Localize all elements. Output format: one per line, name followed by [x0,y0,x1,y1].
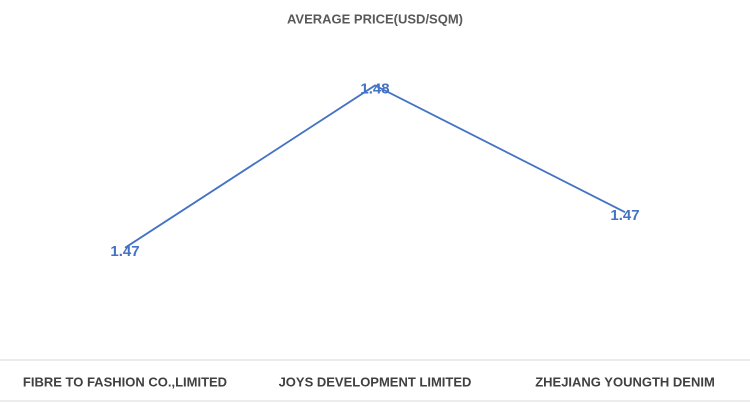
x-tick-label: JOYS DEVELOPMENT LIMITED [279,374,472,389]
data-label: 1.48 [360,80,389,97]
line [124,84,626,249]
x-tick-label: FIBRE TO FASHION CO.,LIMITED [23,374,227,389]
chart-title: AVERAGE PRICE(USD/SQM) [287,11,463,26]
x-tick-label: ZHEJIANG YOUNGTH DENIM [535,374,715,389]
data-label: 1.47 [610,207,639,224]
data-label: 1.47 [110,243,139,260]
